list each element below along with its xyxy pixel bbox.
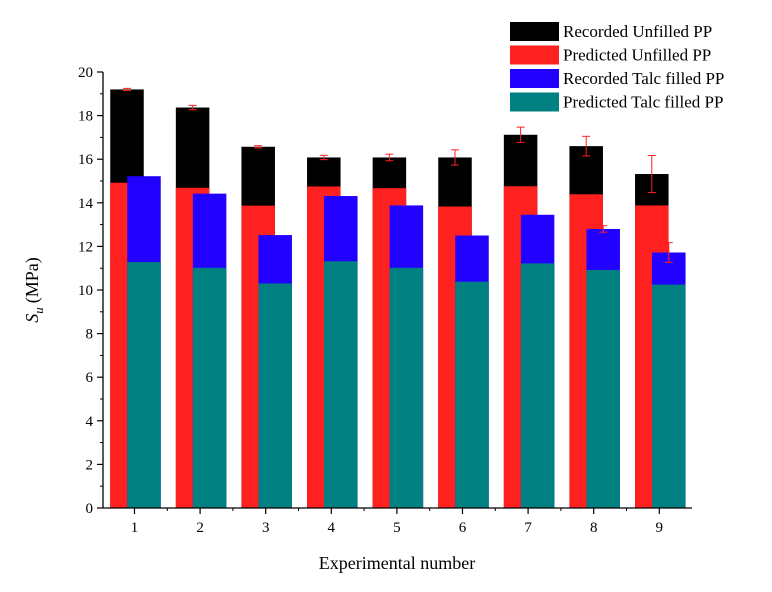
bar-predicted-talc-filled-pp xyxy=(192,267,227,508)
legend-swatch xyxy=(510,69,559,88)
x-ticks: 1 2 3 4 5 6 7 8 9 xyxy=(131,508,663,536)
bar-predicted-talc-filled-pp xyxy=(127,262,161,508)
x-tick-label: 2 xyxy=(196,520,204,536)
y-tick-label: 10 xyxy=(78,283,93,299)
y-tick-label: 14 xyxy=(78,196,94,212)
y-tick-label: 8 xyxy=(86,327,94,343)
x-tick-label: 3 xyxy=(262,520,270,536)
y-axis-title-unit: (MPa) xyxy=(22,257,43,303)
y-tick-label: 6 xyxy=(86,370,94,386)
legend-label: Predicted Talc filled PP xyxy=(563,93,723,112)
y-tick-label: 12 xyxy=(78,239,93,255)
bar-predicted-talc-filled-pp xyxy=(258,283,292,508)
x-tick-label: 4 xyxy=(328,520,336,536)
legend-label: Recorded Unfilled PP xyxy=(563,22,712,41)
x-tick-label: 9 xyxy=(656,520,664,536)
legend: Recorded Unfilled PP Predicted Unfilled P… xyxy=(510,22,724,112)
y-tick-label: 0 xyxy=(86,501,94,517)
x-axis-title: Experimental number xyxy=(319,553,475,573)
bar-predicted-talc-filled-pp xyxy=(455,281,489,508)
bars-group xyxy=(110,87,686,509)
y-axis-title: Su (MPa) xyxy=(22,257,46,323)
bar-predicted-talc-filled-pp xyxy=(520,263,555,508)
bar-predicted-talc-filled-pp xyxy=(652,284,686,508)
y-tick-label: 2 xyxy=(86,457,94,473)
x-tick-label: 7 xyxy=(524,520,532,536)
y-tick-label: 18 xyxy=(78,109,93,125)
legend-swatch xyxy=(510,92,559,112)
y-ticks: 0 2 4 6 8 10 12 14 16 18 20 xyxy=(78,65,103,517)
x-tick-label: 6 xyxy=(459,520,467,536)
bar-predicted-talc-filled-pp xyxy=(586,269,620,508)
legend-swatch xyxy=(510,22,559,41)
y-tick-label: 4 xyxy=(86,414,94,430)
bar-predicted-talc-filled-pp xyxy=(324,261,358,508)
y-axis-title-subscript: u xyxy=(31,307,46,314)
legend-label: Recorded Talc filled PP xyxy=(563,69,724,88)
y-axis-title-symbol: S xyxy=(22,314,42,323)
x-tick-label: 1 xyxy=(131,520,139,536)
x-tick-label: 5 xyxy=(393,520,401,536)
y-tick-label: 16 xyxy=(78,152,94,168)
bar-predicted-talc-filled-pp xyxy=(389,267,424,508)
legend-label: Predicted Unfilled PP xyxy=(563,46,711,65)
legend-swatch xyxy=(510,45,559,65)
x-tick-label: 8 xyxy=(590,520,598,536)
y-tick-label: 20 xyxy=(78,65,93,81)
